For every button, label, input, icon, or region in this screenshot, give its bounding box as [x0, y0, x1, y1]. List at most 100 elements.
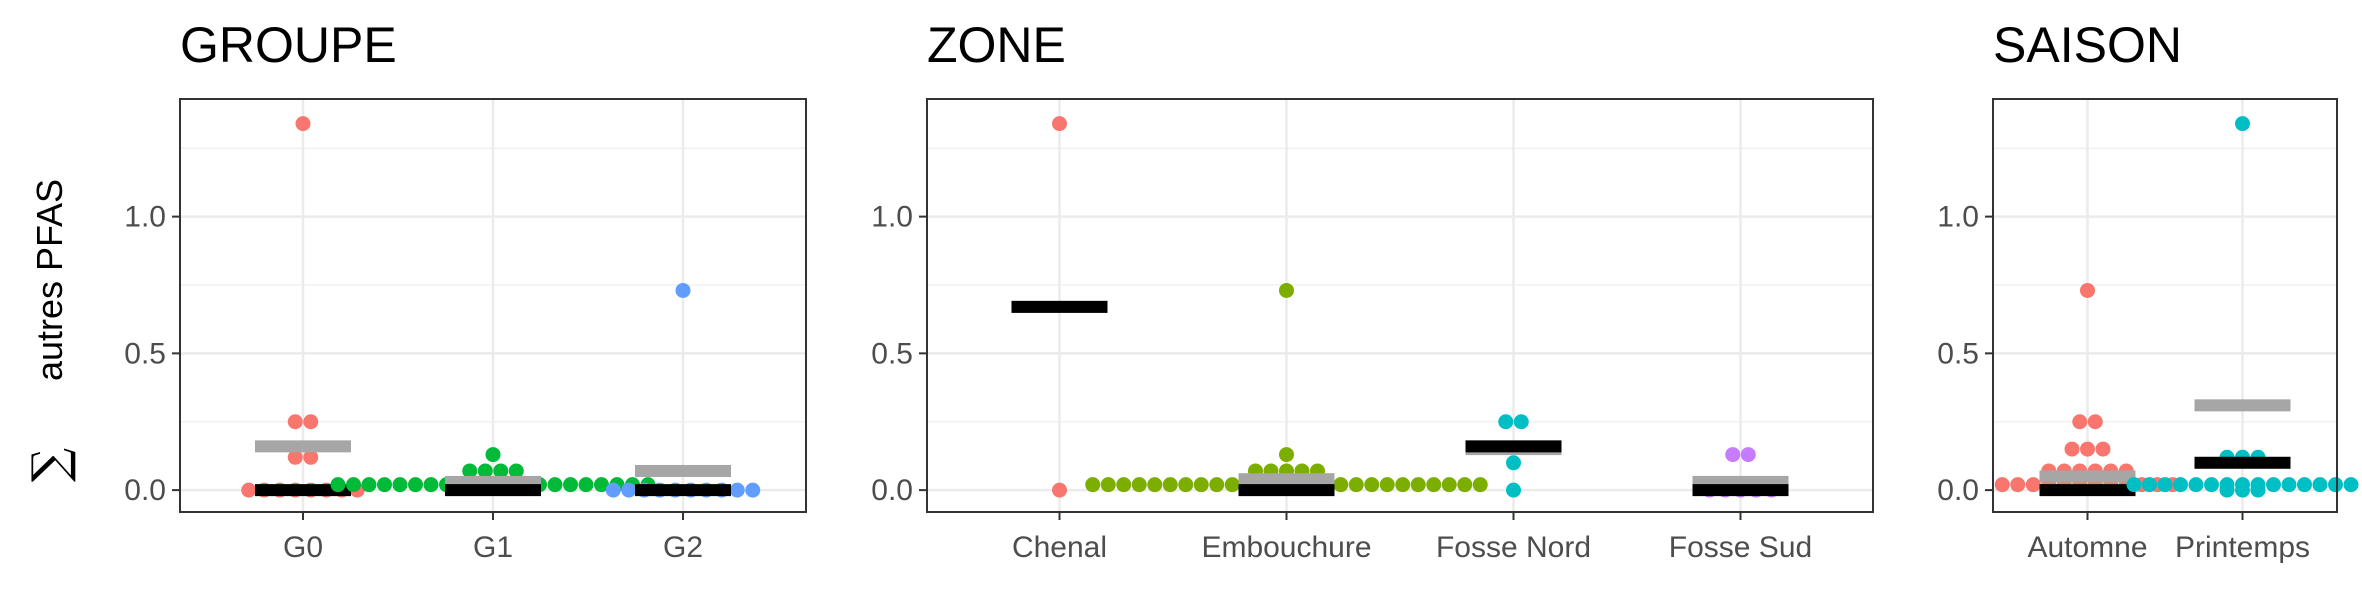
data-point: [462, 463, 478, 479]
mean-bar: [255, 440, 351, 453]
data-point: [1279, 447, 1294, 463]
y-tick-label: 0.5: [1937, 337, 1979, 370]
data-point: [2235, 116, 2250, 132]
data-point: [675, 282, 691, 298]
data-point: [1395, 477, 1411, 493]
data-point: [303, 449, 319, 465]
data-point: [2173, 477, 2188, 493]
data-point: [1506, 455, 1521, 471]
data-point: [578, 477, 594, 493]
data-point: [1506, 482, 1521, 498]
mean-bar: [1238, 473, 1335, 486]
data-point: [346, 477, 361, 493]
y-tick-label: 0.0: [124, 474, 166, 507]
panel-title: GROUPE: [180, 17, 397, 73]
data-point: [1740, 447, 1756, 463]
data-point: [2219, 477, 2235, 493]
data-point: [1100, 477, 1116, 493]
data-point: [1426, 477, 1442, 493]
data-point: [1178, 477, 1194, 493]
y-tick-label: 0.5: [124, 337, 166, 370]
median-bar: [1465, 440, 1562, 453]
data-point: [1498, 414, 1514, 430]
data-point: [2126, 477, 2142, 493]
x-tick-label: G2: [663, 531, 703, 564]
data-point: [493, 463, 509, 479]
x-tick-label: Chenal: [1012, 531, 1107, 564]
data-point: [1279, 282, 1294, 298]
data-point: [287, 414, 303, 430]
panel-zone: 0.0 0.5 1.0 Chenal Embouchure Fosse Nord Fosse…: [871, 17, 1874, 564]
panel-groupe: 0.0 0.5 1.0 G0 G1 G2 GROUPE: [124, 17, 807, 564]
median-bar: [1011, 300, 1108, 313]
data-point: [361, 477, 377, 493]
data-point: [1116, 477, 1132, 493]
data-point: [1513, 414, 1529, 430]
mean-bar: [2039, 470, 2136, 483]
data-point: [2250, 477, 2266, 493]
data-point: [563, 477, 578, 493]
data-point: [2204, 477, 2219, 493]
data-point: [2188, 477, 2204, 493]
data-point: [1725, 447, 1741, 463]
plot-background: [1993, 99, 2337, 512]
data-point: [330, 477, 346, 493]
y-tick-label: 1.0: [871, 201, 913, 234]
data-point: [2010, 477, 2026, 493]
y-axis-sigma: ∑: [22, 448, 78, 482]
data-point: [1224, 477, 1240, 493]
data-point: [2312, 477, 2328, 493]
data-point: [2095, 441, 2111, 457]
x-tick-label: G0: [283, 531, 323, 564]
mean-bar: [2194, 399, 2291, 412]
data-point: [408, 477, 423, 493]
data-point: [241, 482, 257, 498]
data-point: [423, 477, 439, 493]
data-point: [1131, 477, 1147, 493]
mean-bar: [635, 464, 731, 477]
data-point: [1333, 477, 1349, 493]
data-point: [1209, 477, 1225, 493]
data-point: [745, 482, 761, 498]
data-point: [295, 116, 311, 132]
data-point: [377, 477, 392, 493]
data-point: [1472, 477, 1488, 493]
x-tick-label: Automne: [2027, 531, 2147, 564]
data-point: [621, 482, 637, 498]
data-point: [508, 463, 524, 479]
panel-title: SAISON: [1993, 17, 2182, 73]
data-point: [303, 414, 319, 430]
median-bar: [1238, 484, 1335, 497]
data-point: [2080, 441, 2095, 457]
data-point: [1193, 477, 1209, 493]
panel-border: [926, 98, 1874, 513]
data-point: [392, 477, 408, 493]
x-tick-label: Printemps: [2175, 531, 2310, 564]
data-point: [2072, 414, 2088, 430]
data-point: [2343, 477, 2359, 493]
data-point: [1994, 477, 2010, 493]
median-bar: [1692, 484, 1789, 497]
y-tick-label: 1.0: [1937, 201, 1979, 234]
data-point: [2297, 477, 2312, 493]
data-point: [1379, 477, 1395, 493]
panel-saison: 0.0 0.5 1.0 Automne Printemps SAISON: [1937, 17, 2359, 564]
data-point: [2064, 441, 2080, 457]
data-point: [1457, 477, 1473, 493]
data-point: [729, 482, 745, 498]
median-bar: [2039, 484, 2136, 497]
data-point: [2142, 477, 2157, 493]
data-point: [2157, 477, 2173, 493]
data-point: [1348, 477, 1364, 493]
y-tick-label: 0.5: [871, 337, 913, 370]
median-bar: [2194, 456, 2291, 469]
data-point: [1364, 477, 1380, 493]
data-point: [2235, 477, 2250, 493]
data-point: [1085, 477, 1101, 493]
y-tick-label: 1.0: [124, 201, 166, 234]
data-point: [2087, 414, 2103, 430]
data-point: [1147, 477, 1163, 493]
data-point: [1162, 477, 1178, 493]
data-point: [1052, 116, 1067, 132]
